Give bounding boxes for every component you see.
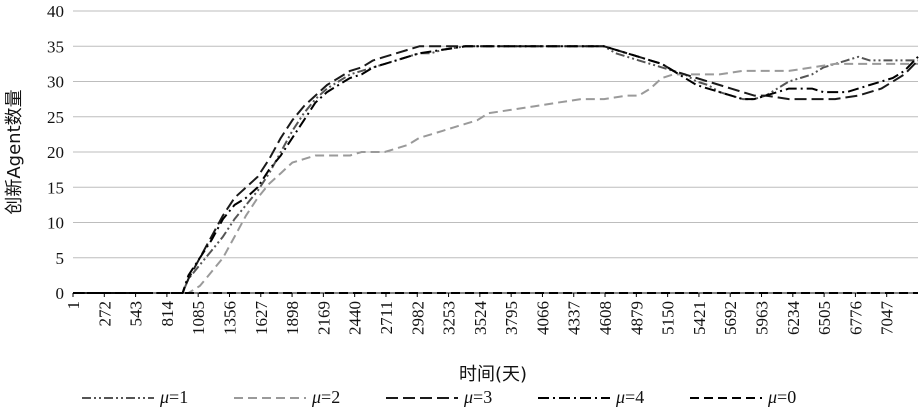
series-lines: [73, 45, 919, 294]
x-tick-label: 1085: [189, 301, 208, 335]
x-axis-title: 时间(天): [459, 364, 527, 385]
x-tick-label: 3524: [471, 300, 490, 335]
y-tick-label: 35: [47, 37, 64, 56]
x-tick-label: 4066: [533, 301, 552, 335]
series-line-1: [73, 45, 918, 294]
y-tick-label: 5: [56, 249, 65, 268]
legend-label: μ=0: [767, 387, 796, 407]
x-tick-label: 5692: [721, 301, 740, 335]
x-tick-label: 6234: [784, 301, 803, 336]
x-tick-label: 1627: [252, 301, 271, 336]
x-tick-label: 6776: [846, 301, 865, 335]
x-tick-label: 4337: [565, 301, 584, 336]
x-tick-label: 6505: [815, 301, 834, 335]
x-tick-label: 4879: [627, 301, 646, 335]
x-tick-labels: 1 272 543 814 1085 1356 1627 1898 2169 2440 2711 29…: [64, 293, 897, 335]
x-tick-label: 1: [64, 301, 83, 310]
x-tick-label: 1356: [220, 301, 239, 335]
x-tick-label: 3795: [502, 301, 521, 335]
legend-label: μ=3: [463, 387, 492, 407]
x-tick-label: 814: [158, 301, 177, 327]
y-tick-labels: 0 5 10 15 20 25 30 35 40: [47, 2, 64, 303]
grid-lines: [73, 10, 918, 259]
y-tick-label: 20: [47, 143, 64, 162]
y-tick-label: 15: [47, 178, 64, 197]
legend-label: μ=4: [615, 387, 644, 407]
x-tick-label: 1898: [283, 301, 302, 335]
x-tick-label: 2982: [408, 301, 427, 335]
legend: μ=1 μ=2 μ=3 μ=4 μ=0: [82, 387, 796, 407]
y-tick-label: 25: [47, 108, 64, 127]
x-tick-label: 5150: [659, 301, 678, 335]
x-tick-label: 272: [95, 301, 114, 327]
x-tick-label: 543: [127, 301, 146, 327]
x-tick-label: 2440: [346, 301, 365, 335]
series-line-4: [73, 45, 919, 294]
y-tick-label: 10: [47, 214, 64, 233]
legend-label: μ=1: [159, 387, 188, 407]
series-line-2: [73, 62, 918, 294]
x-tick-label: 2711: [377, 301, 396, 334]
x-tick-label: 7047: [878, 301, 897, 336]
x-tick-label: 4608: [596, 301, 615, 335]
x-tick-label: 5963: [753, 301, 772, 335]
y-tick-label: 40: [47, 2, 64, 21]
legend-label: μ=2: [311, 387, 340, 407]
y-tick-label: 30: [47, 73, 64, 92]
y-tick-label: 0: [56, 284, 65, 303]
x-tick-label: 3253: [440, 301, 459, 335]
series-line-3: [73, 45, 919, 294]
x-tick-label: 2169: [314, 301, 333, 335]
y-axis-title: 创新Agent数量: [4, 89, 25, 214]
x-tick-label: 5421: [690, 301, 709, 335]
